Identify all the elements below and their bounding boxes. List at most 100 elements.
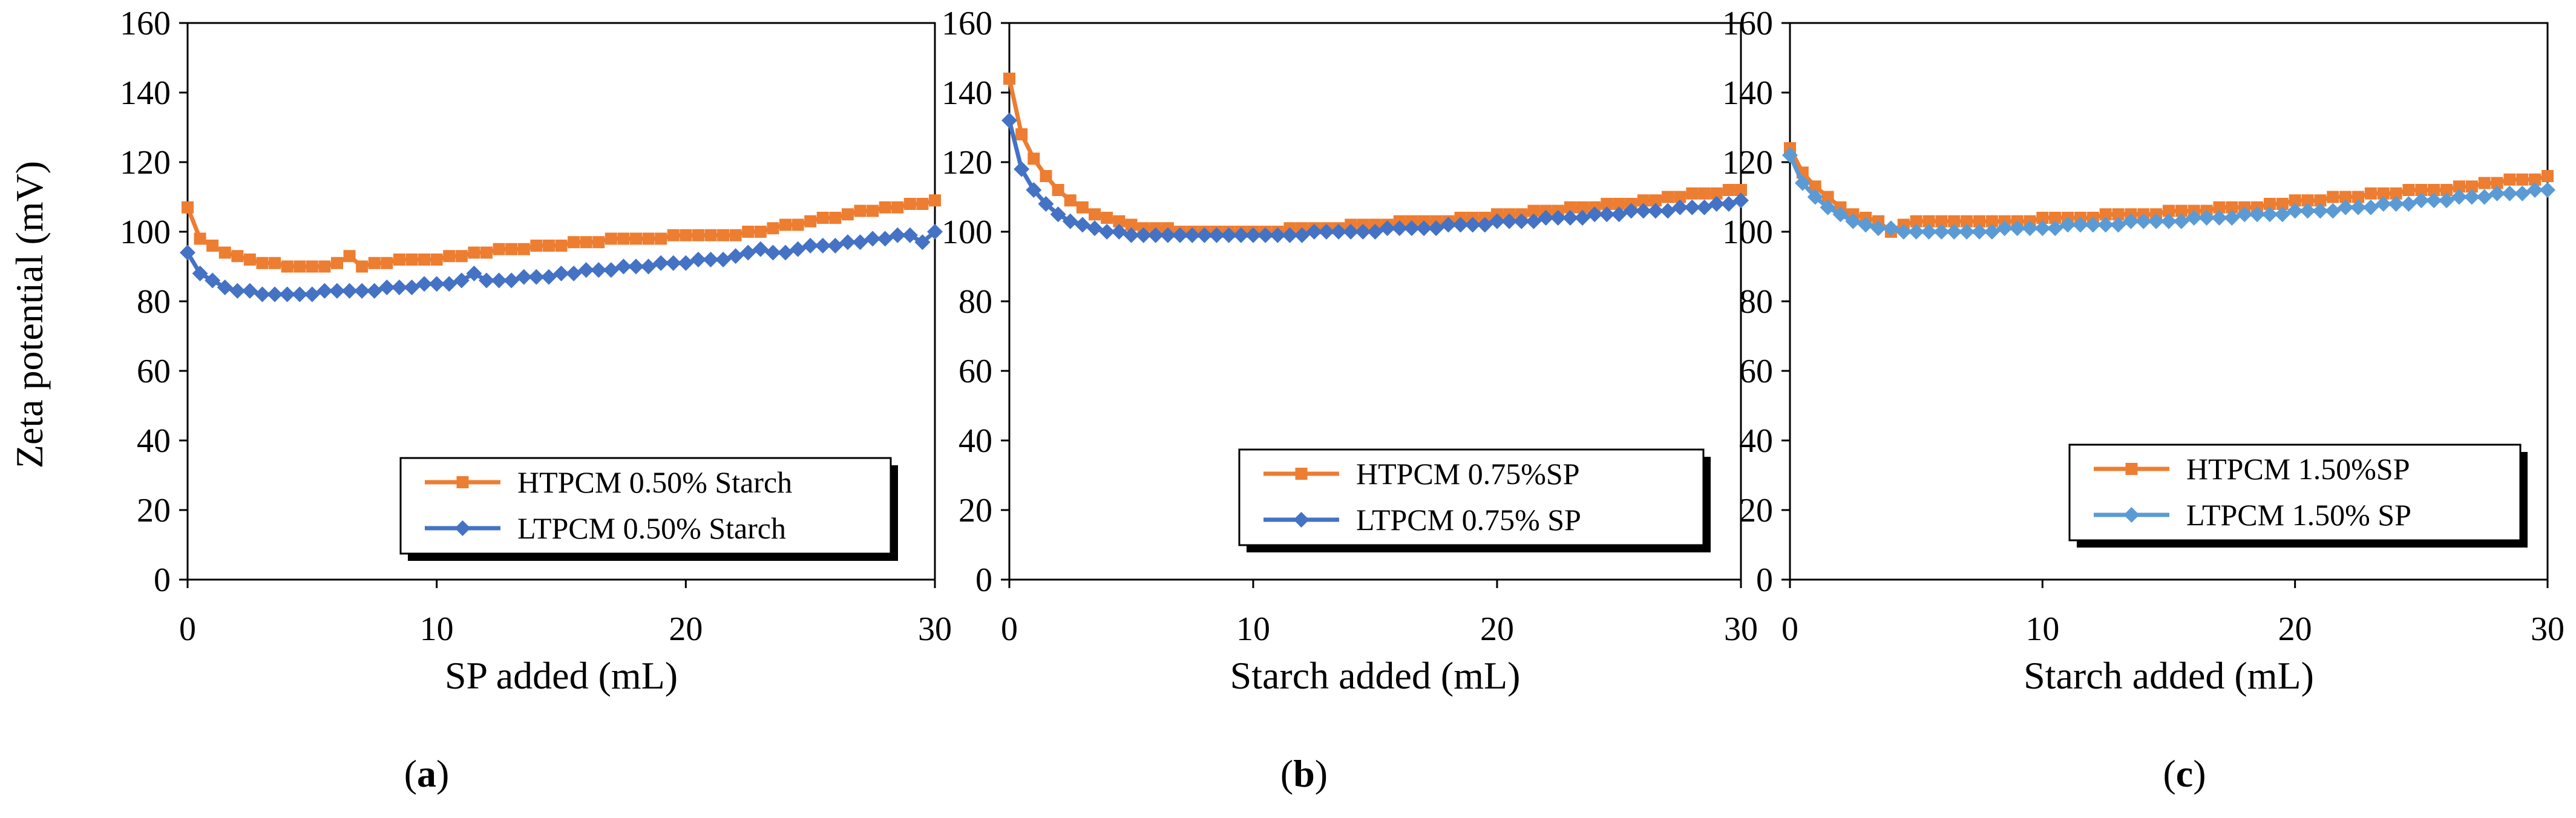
data-point: [814, 238, 831, 254]
data-point: [1946, 224, 1962, 240]
data-point: [1282, 227, 1298, 243]
data-point: [503, 272, 520, 289]
data-point: [194, 232, 206, 245]
data-point: [2112, 208, 2125, 221]
x-tick-label: 20: [1480, 610, 1514, 648]
x-tick-label: 20: [669, 610, 703, 648]
panel-caption: (c): [2163, 752, 2206, 795]
data-point: [2287, 203, 2303, 219]
data-point: [890, 227, 906, 243]
data-point: [381, 257, 393, 269]
data-point: [914, 234, 931, 250]
data-point: [2097, 217, 2114, 233]
data-point: [517, 243, 530, 255]
data-point: [1416, 220, 1432, 237]
y-axis-title: Zeta potential (mV): [8, 161, 51, 468]
y-tick-label: 40: [959, 422, 992, 460]
data-point: [1807, 189, 1823, 205]
panel-caption: (a): [404, 752, 450, 795]
data-point: [1996, 220, 2013, 237]
data-point: [206, 240, 219, 252]
data-point: [727, 248, 744, 264]
data-point: [343, 250, 356, 263]
data-point: [1562, 210, 1578, 226]
data-point: [2009, 220, 2025, 237]
data-point: [2301, 194, 2314, 207]
data-point: [1476, 217, 1493, 233]
data-point: [852, 234, 868, 250]
x-tick-label: 30: [1724, 610, 1758, 648]
data-point: [2186, 210, 2202, 226]
y-tick-label: 80: [1739, 283, 1773, 321]
data-point: [453, 272, 470, 289]
data-point: [2529, 173, 2542, 186]
data-point: [1782, 147, 1798, 163]
data-point: [929, 194, 941, 207]
y-tick-label: 20: [1739, 492, 1773, 529]
data-point: [368, 257, 381, 269]
data-point: [1172, 227, 1188, 243]
y-tick-label: 100: [1722, 214, 1773, 251]
data-point: [1014, 161, 1030, 177]
data-point: [2453, 180, 2465, 193]
data-point: [916, 198, 929, 210]
data-point: [779, 218, 791, 231]
data-point: [2426, 192, 2442, 209]
data-point: [1052, 184, 1064, 196]
data-point: [740, 244, 756, 261]
data-point: [2362, 199, 2379, 215]
data-point: [2489, 185, 2505, 201]
data-point: [2289, 194, 2301, 207]
data-point: [1403, 220, 1420, 237]
data-point: [2401, 196, 2417, 212]
data-point: [530, 240, 543, 252]
data-point: [2276, 198, 2289, 210]
data-point: [1883, 220, 1899, 237]
y-tick-label: 140: [120, 74, 171, 112]
data-point: [2491, 177, 2503, 189]
data-point: [2465, 180, 2478, 193]
data-point: [2542, 170, 2554, 182]
data-point: [455, 250, 468, 263]
data-point: [1935, 215, 1948, 227]
x-tick-label: 10: [1236, 610, 1270, 648]
data-point: [493, 243, 505, 255]
data-point: [1038, 196, 1054, 212]
data-point: [703, 252, 719, 267]
data-point: [865, 231, 881, 247]
data-point: [1794, 175, 1811, 191]
data-point: [217, 280, 233, 295]
data-point: [1101, 212, 1113, 224]
data-point: [2327, 191, 2339, 203]
data-point: [1184, 227, 1201, 243]
data-point: [1513, 213, 1530, 229]
data-point: [1662, 191, 1674, 203]
data-point: [1026, 182, 1042, 198]
data-point: [1147, 227, 1164, 243]
data-point: [2388, 196, 2404, 212]
legend-label: LTPCM 1.50% SP: [2186, 498, 2411, 532]
data-point: [2478, 177, 2491, 189]
data-point: [2175, 204, 2188, 217]
data-point: [2514, 185, 2531, 201]
data-point: [1464, 217, 1481, 233]
legend-marker: [456, 476, 469, 488]
data-point: [2375, 196, 2391, 212]
data-point: [1099, 224, 1115, 240]
data-point: [1318, 224, 1334, 240]
data-point: [642, 232, 655, 245]
data-point: [1111, 224, 1127, 240]
data-point: [1870, 220, 1887, 237]
data-point: [2312, 203, 2329, 219]
data-point: [1064, 194, 1077, 207]
data-point: [653, 255, 669, 271]
panel-b: 0 20 40 60 80 100 120 140 160 0 10 20 30 Starch added…: [942, 5, 1758, 795]
data-point: [1647, 203, 1663, 219]
x-tick-label: 0: [1781, 610, 1798, 648]
data-point: [2352, 191, 2364, 203]
y-tick-label: 20: [959, 492, 992, 529]
panel-c: 0 20 40 60 80 100 120 140 160 0 10 20 30 Starch added…: [1722, 5, 2565, 795]
data-point: [1720, 196, 1737, 212]
data-point: [2161, 213, 2177, 229]
data-point: [2211, 210, 2227, 226]
